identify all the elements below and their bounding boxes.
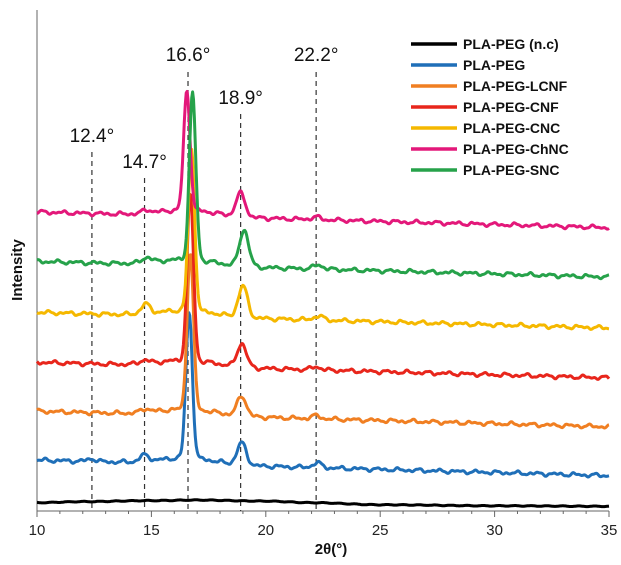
y-axis-title: Intensity	[9, 239, 26, 301]
series-line-pla-peg-snc	[36, 90, 610, 281]
peak-marker-label: 18.9°	[218, 88, 263, 109]
legend-entry: PLA-PEG-CNF	[463, 99, 559, 115]
x-axis-ticks: 10 15 20 25 30 35	[29, 511, 618, 539]
peak-marker-label: 14.7°	[122, 152, 167, 173]
series-line-pla-peg-lcnf	[36, 253, 610, 430]
series-line-pla-peg	[36, 311, 610, 479]
series-line-pla-peg-cnf	[35, 192, 611, 381]
legend-entry: PLA-PEG (n.c)	[463, 36, 559, 52]
series-line-pla-peg-n-c	[36, 498, 610, 509]
legend-entry: PLA-PEG-ChNC	[463, 141, 569, 157]
legend-entry: PLA-PEG-SNC	[463, 162, 559, 178]
x-tick-label: 20	[257, 522, 274, 539]
legend-entry: PLA-PEG-CNC	[463, 120, 560, 136]
legend: PLA-PEG (n.c) PLA-PEG PLA-PEG-LCNF PLA-PEG-…	[411, 36, 569, 178]
peak-marker-labels: 12.4° 14.7° 16.6° 18.9° 22.2°	[70, 45, 339, 173]
x-tick-label: 30	[486, 522, 503, 539]
x-tick-label: 15	[143, 522, 160, 539]
peak-marker-label: 16.6°	[166, 45, 211, 66]
legend-entry: PLA-PEG	[463, 57, 525, 73]
x-axis-title: 2θ(°)	[315, 541, 347, 558]
series-line-pla-peg-cnc	[36, 147, 610, 331]
x-tick-label: 25	[372, 522, 389, 539]
peak-marker-lines	[91, 72, 317, 511]
x-tick-label: 35	[601, 522, 618, 539]
plot-frame	[36, 10, 609, 512]
series-lines	[35, 89, 611, 509]
series-line-pla-peg-chnc	[36, 89, 610, 231]
peak-marker-label: 22.2°	[294, 45, 339, 66]
x-tick-label: 10	[29, 522, 46, 539]
peak-marker-label: 12.4°	[70, 126, 115, 147]
legend-entry: PLA-PEG-LCNF	[463, 78, 568, 94]
